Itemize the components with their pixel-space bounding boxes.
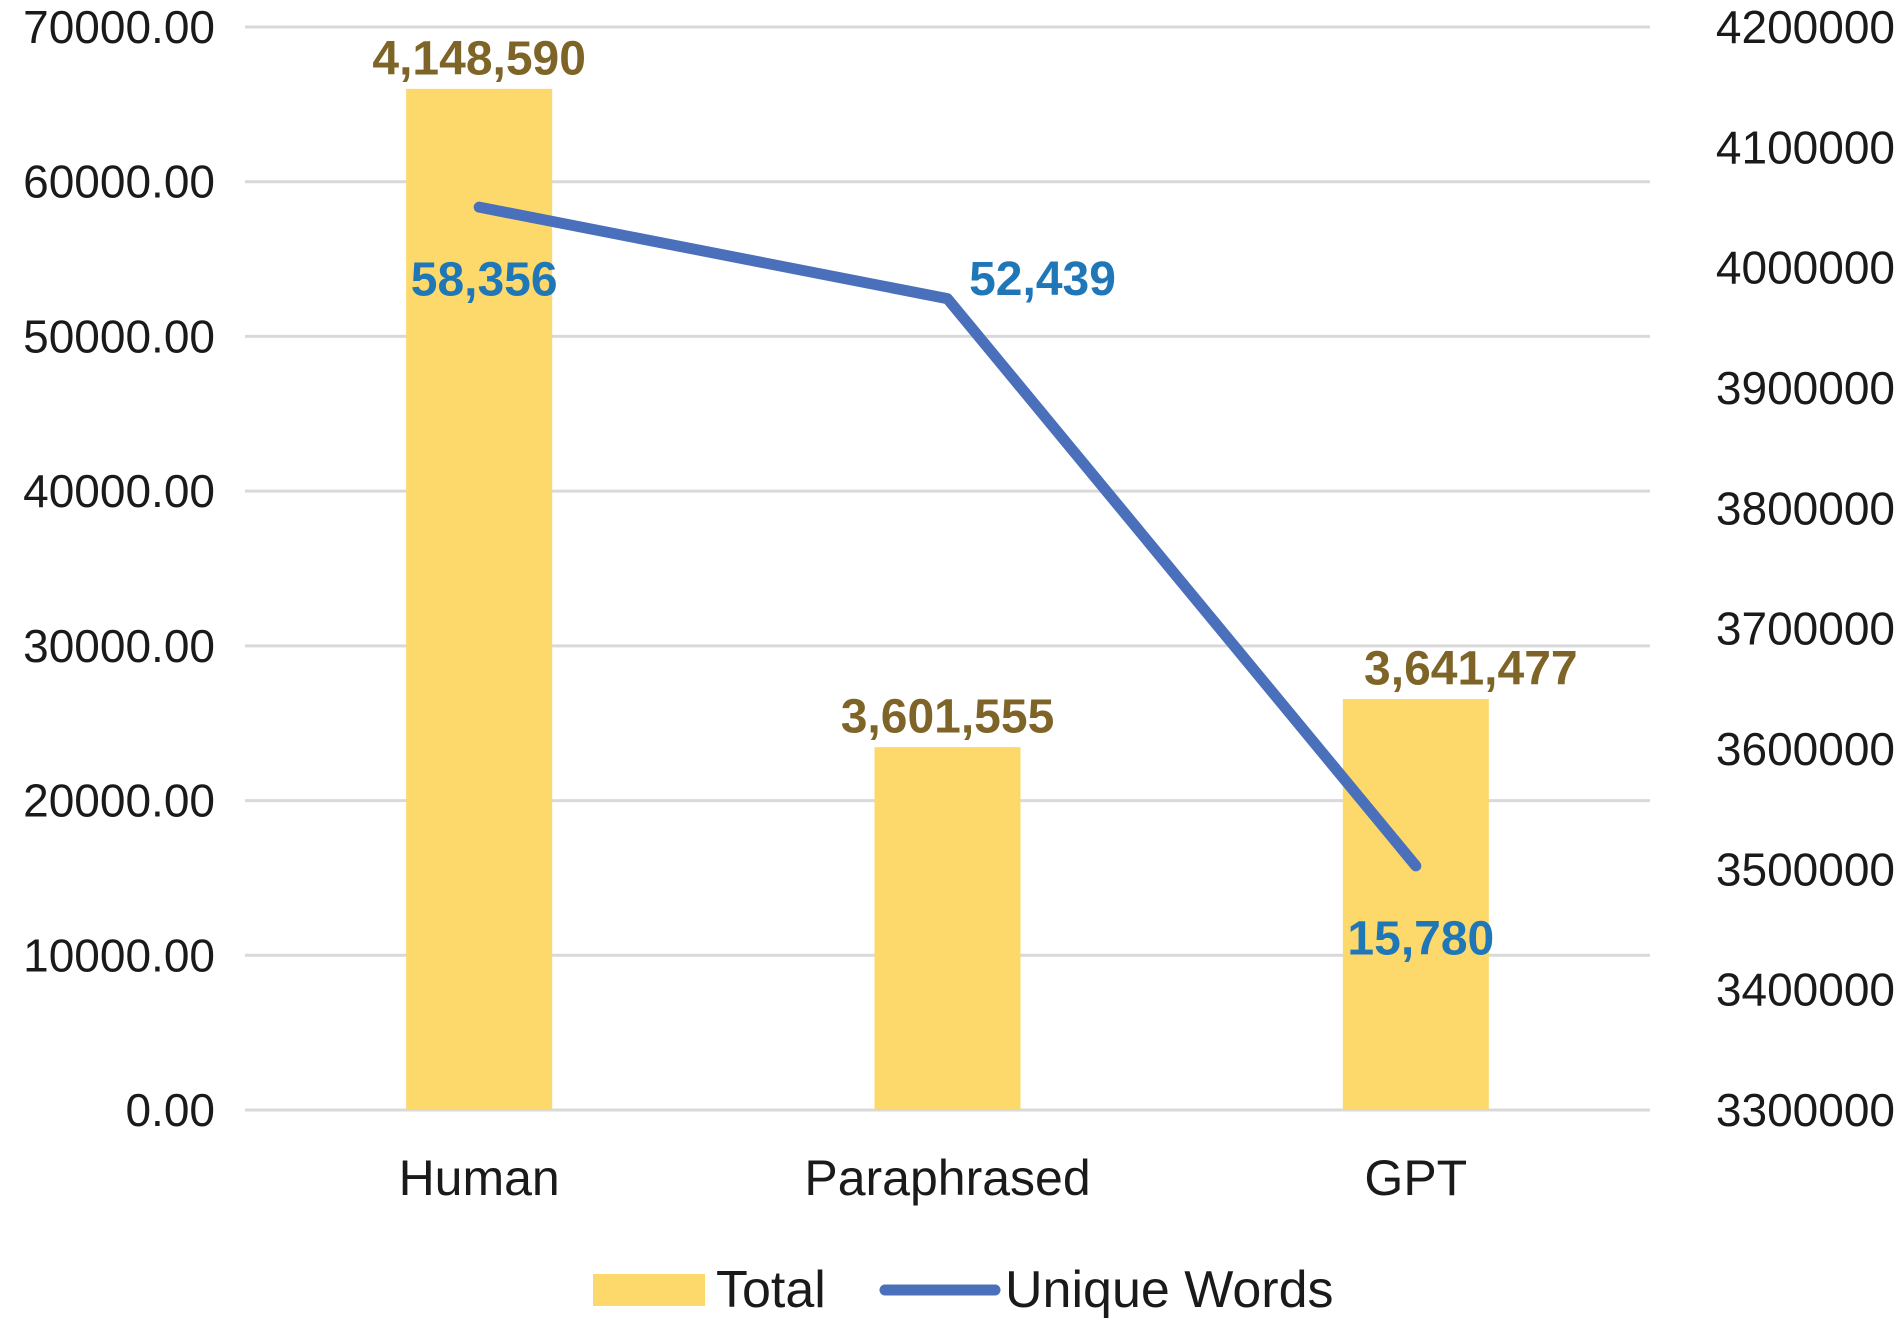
x-axis-category-label: Paraphrased: [804, 1150, 1090, 1206]
legend-label-total: Total: [716, 1261, 826, 1319]
right-axis-tick-label: 3700000: [1716, 603, 1895, 655]
bar-data-label: 4,148,590: [372, 32, 586, 85]
legend-label-unique-words: Unique Words: [1005, 1261, 1334, 1319]
left-axis-tick-label: 50000.00: [23, 310, 215, 362]
x-axis-category-label: GPT: [1364, 1150, 1467, 1206]
right-axis-tick-label: 4100000: [1716, 121, 1895, 173]
bar-data-label: 3,601,555: [841, 691, 1055, 744]
bar-data-labels: 4,148,590 3,601,555 3,641,477: [372, 32, 1577, 743]
line-data-label: 58,356: [411, 254, 558, 307]
bar-total: [406, 88, 553, 1111]
right-axis-tick-label: 3600000: [1716, 723, 1895, 775]
left-axis-tick-label: 30000.00: [23, 620, 215, 672]
right-axis-tick-label: 3900000: [1716, 362, 1895, 414]
line-data-label: 52,439: [969, 253, 1116, 306]
line-data-labels: 58,356 52,439 15,780: [411, 253, 1494, 965]
left-axis-tick-label: 60000.00: [23, 156, 215, 208]
line-series: [473, 201, 1422, 872]
legend: Total Unique Words: [593, 1261, 1334, 1319]
line-data-label: 15,780: [1347, 912, 1494, 965]
x-axis-category-label: Human: [399, 1150, 560, 1206]
bar-total: [874, 747, 1021, 1110]
right-axis-tick-label: 3400000: [1716, 964, 1895, 1016]
left-axis: 0.00 10000.00 20000.00 30000.00 40000.00 5000…: [23, 1, 215, 1136]
left-axis-tick-label: 70000.00: [23, 1, 215, 53]
right-axis-tick-label: 4200000: [1716, 1, 1895, 53]
right-axis: 3300000 3400000 3500000 3600000 3700000 38000…: [1716, 1, 1895, 1136]
legend-swatch-total: [593, 1274, 705, 1306]
bar-total: [1342, 699, 1489, 1110]
right-axis-tick-label: 3500000: [1716, 843, 1895, 895]
left-axis-tick-label: 40000.00: [23, 465, 215, 517]
right-axis-tick-label: 4000000: [1716, 242, 1895, 294]
bar-data-label: 3,641,477: [1364, 643, 1578, 696]
left-axis-tick-label: 0.00: [125, 1084, 215, 1136]
right-axis-tick-label: 3300000: [1716, 1084, 1895, 1136]
bar-series: [406, 88, 1489, 1111]
left-axis-tick-label: 10000.00: [23, 929, 215, 981]
right-axis-tick-label: 3800000: [1716, 482, 1895, 534]
x-axis: Human Paraphrased GPT: [399, 1150, 1468, 1206]
left-axis-tick-label: 20000.00: [23, 775, 215, 827]
line-unique-words: [473, 201, 1422, 872]
